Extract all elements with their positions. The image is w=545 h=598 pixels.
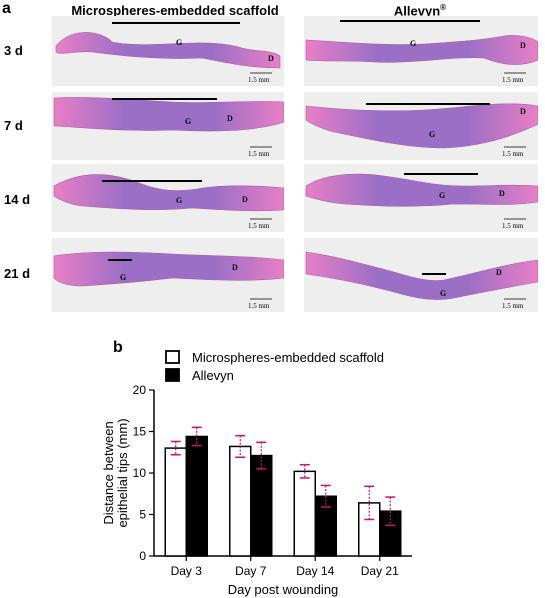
panel-a-letter: a [2,0,11,17]
legend-swatch [165,350,180,364]
bar-chart: 0 5 10 15 20 Day 3 Day 7 Day 14 Day 21 Microspher… [101,350,412,597]
tissue-section [305,35,538,65]
tissue-section [53,174,284,212]
dermis-label: D [268,54,274,63]
column-header-allevyn-text: Allevyn [393,3,441,19]
x-axis-title: Day post wounding [228,582,339,597]
tissue-section [305,103,538,149]
y-axis-title-line2: epithelial tips (mm) [115,418,130,527]
granulation-label: G [439,191,445,200]
x-tick-label: Day 21 [361,564,399,578]
y-tick-label: 20 [133,383,147,397]
row-label-14d: 14 d [4,192,31,207]
bar [229,445,252,557]
dermis-label: D [499,189,505,198]
y-tick-label: 0 [139,549,146,563]
scale-bar-label: 1.5 mm [248,76,270,84]
histology-image: G D 1.5 mm [52,92,284,160]
legend-swatch [165,368,180,382]
y-axis-title-line1: Distance between [101,421,116,524]
tissue-section [53,97,284,132]
bar [379,510,402,557]
histology-image: G D 1.5 mm [304,238,538,312]
scale-bar-label: 1.5 mm [502,222,524,230]
granulation-label: G [176,38,182,47]
y-tick-label: 15 [133,425,147,439]
bar [314,495,337,557]
row-label-21d: 21 d [4,266,31,281]
row-label-7d: 7 d [4,118,23,133]
histology-image: G D 1.5 mm [304,164,538,232]
registered-mark: ® [440,3,447,12]
granulation-label: G [120,273,126,282]
tissue-section [55,32,281,69]
bar [164,447,187,557]
dermis-label: D [496,268,502,277]
y-tick-label: 10 [133,466,147,480]
row-label-3d: 3 d [4,43,23,58]
dermis-label: D [520,41,526,50]
bar [293,470,316,557]
x-tick-label: Day 14 [296,564,334,578]
histology-image: G D 1.5 mm [304,92,538,160]
scale-bar-label: 1.5 mm [248,222,270,230]
x-tick-label: Day 3 [171,564,203,578]
dermis-label: D [227,114,233,123]
histology-image: G D 1.5 mm [52,164,284,232]
granulation-label: G [185,117,191,126]
bar [250,454,273,557]
panel-b-letter: b [113,339,123,356]
legend-label: Allevyn [192,368,234,383]
tissue-section [305,251,538,300]
granulation-label: G [429,130,435,139]
column-header-allevyn: Allevyn® [305,3,535,18]
y-tick-label: 5 [139,508,146,522]
legend-label: Microspheres-embedded scaffold [192,350,384,365]
scale-bar-label: 1.5 mm [248,150,270,158]
granulation-label: G [410,39,416,48]
column-header-scaffold: Microspheres-embedded scaffold [71,3,279,18]
scale-bar-label: 1.5 mm [248,302,270,310]
dermis-label: D [232,263,238,272]
x-tick-label: Day 7 [235,564,267,578]
histology-image: G D 1.5 mm [52,238,284,312]
bar [185,435,208,557]
tissue-section [53,251,284,287]
dermis-label: D [242,195,248,204]
histology-image: G D 1.5 mm [52,16,284,86]
histology-image: G D 1.5 mm [304,16,538,86]
granulation-label: G [176,196,182,205]
tissue-section [305,173,538,207]
scale-bar-label: 1.5 mm [502,302,524,310]
granulation-label: G [440,289,446,298]
dermis-label: D [520,107,526,116]
scale-bar-label: 1.5 mm [502,76,524,84]
scale-bar-label: 1.5 mm [502,150,524,158]
